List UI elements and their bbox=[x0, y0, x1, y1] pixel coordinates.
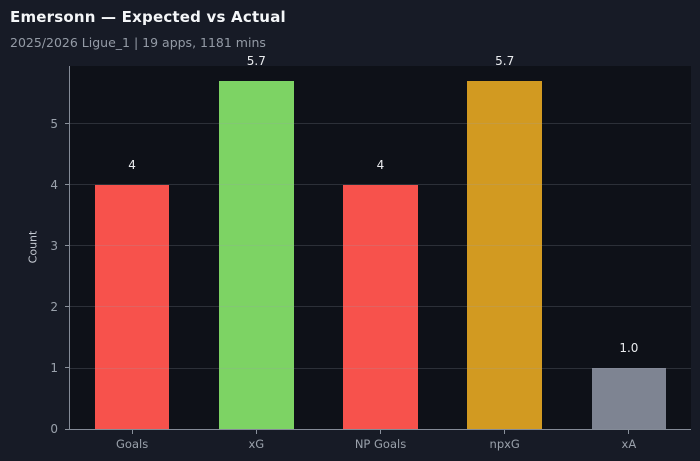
x-tick-label: xG bbox=[248, 437, 265, 451]
bar bbox=[343, 184, 418, 429]
x-tick-label: npxG bbox=[489, 437, 520, 451]
y-tick-mark bbox=[65, 123, 69, 125]
y-tick-label: 3 bbox=[50, 238, 58, 253]
plot-area: 4 5.7 4 5.7 1.0 bbox=[70, 54, 691, 429]
y-tick-label: 2 bbox=[50, 299, 58, 314]
y-tick-mark bbox=[65, 428, 69, 430]
bar bbox=[591, 368, 667, 429]
bar bbox=[94, 184, 170, 429]
x-tick-mark bbox=[504, 430, 506, 434]
bar-value-label: 5.7 bbox=[246, 54, 266, 69]
bar bbox=[219, 81, 294, 429]
bar-value-label: 4 bbox=[128, 157, 136, 172]
y-tick-label: 4 bbox=[50, 177, 58, 192]
bar-value-label: 1.0 bbox=[619, 341, 639, 355]
y-tick-label: 1 bbox=[50, 360, 58, 375]
x-tick-mark bbox=[255, 430, 257, 434]
y-tick-mark bbox=[65, 245, 69, 247]
y-tick-label: 5 bbox=[50, 116, 58, 131]
y-tick-mark bbox=[65, 367, 69, 369]
y-tick-label: 0 bbox=[50, 422, 58, 436]
x-tick-mark bbox=[131, 430, 133, 434]
bar-value-label: 4 bbox=[376, 157, 385, 172]
x-tick-label: Goals bbox=[116, 437, 149, 451]
x-axis-spine bbox=[69, 429, 691, 430]
bar bbox=[467, 81, 542, 429]
chart-subtitle: 2025/2026 Ligue_1 | 19 apps, 1181 mins bbox=[10, 35, 266, 50]
chart-title: Emersonn — Expected vs Actual bbox=[10, 8, 286, 26]
y-tick-mark bbox=[65, 184, 69, 186]
x-tick-mark bbox=[380, 430, 381, 434]
x-tick-mark bbox=[628, 430, 630, 434]
x-tick-label: xA bbox=[621, 437, 637, 451]
bar-value-label: 5.7 bbox=[495, 54, 515, 69]
x-tick-label: NP Goals bbox=[354, 437, 407, 451]
gridline bbox=[70, 123, 691, 125]
y-tick-mark bbox=[65, 306, 69, 308]
y-axis-spine bbox=[69, 66, 70, 430]
